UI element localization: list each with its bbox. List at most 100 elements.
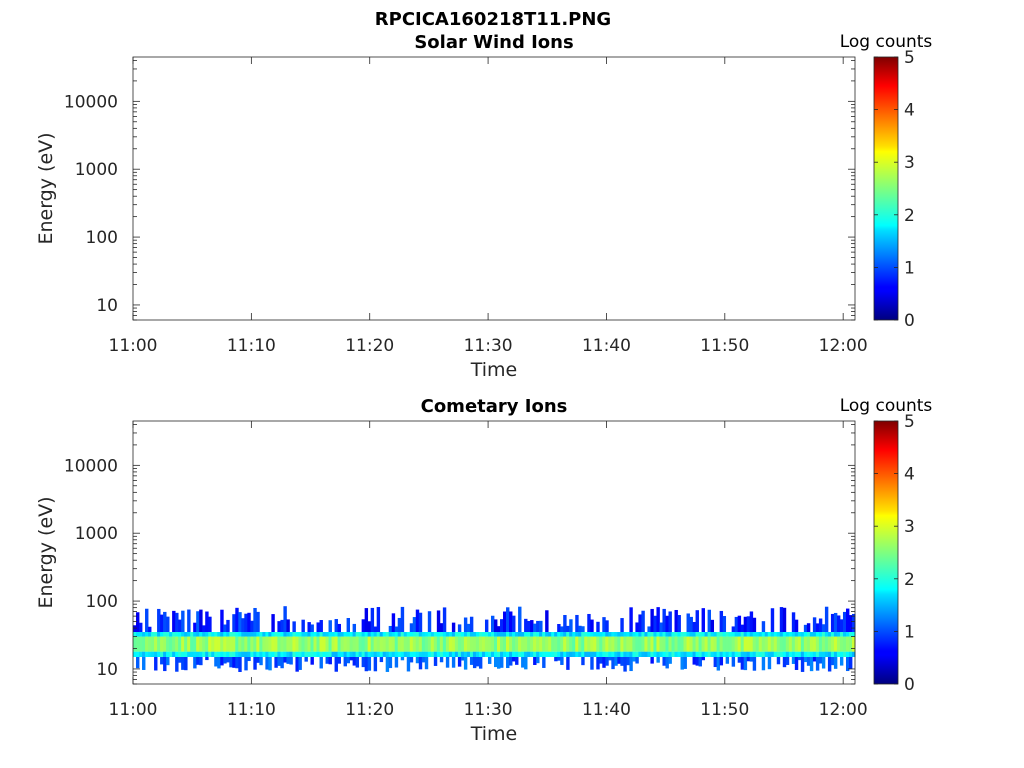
y-axis-label: Energy (eV) [35, 496, 57, 608]
band-cell [364, 632, 369, 637]
band-cell [746, 636, 751, 652]
band-cell [746, 651, 751, 657]
band-cell [680, 636, 684, 652]
band-cell [824, 636, 829, 652]
band-cell [746, 616, 751, 633]
band-cell [785, 656, 790, 665]
band-cell [154, 651, 158, 657]
band-cell [812, 617, 817, 633]
band-cell [539, 651, 543, 657]
band-cell [824, 606, 829, 633]
band-cell [815, 632, 820, 637]
band-cell [842, 636, 847, 652]
band-cell [436, 610, 441, 633]
band-cell [686, 632, 690, 637]
band-cell [575, 636, 579, 652]
band-cell [379, 651, 384, 657]
band-cell [812, 632, 817, 637]
band-cell [842, 651, 847, 657]
band-cell [346, 618, 350, 633]
band-cell [184, 651, 188, 657]
band-cell [490, 651, 495, 657]
band-cell [722, 632, 727, 637]
band-cell [187, 651, 191, 657]
band-cell [223, 656, 227, 664]
band-cell [274, 651, 278, 657]
band-cell [265, 651, 269, 657]
band-cell [695, 632, 699, 637]
band-cell [463, 656, 468, 670]
band-cell [632, 636, 636, 652]
band-cell [647, 626, 651, 633]
band-cell [328, 620, 332, 633]
band-cell [611, 651, 615, 657]
band-cell [430, 636, 435, 652]
band-cell [734, 651, 739, 657]
band-cell [259, 636, 263, 652]
band-cell [136, 632, 140, 637]
band-cell [773, 632, 778, 637]
band-cell [572, 632, 576, 637]
band-cell [214, 632, 218, 637]
band-cell [683, 651, 687, 657]
band-cell [235, 632, 239, 637]
band-cell [509, 632, 513, 637]
band-cell [358, 651, 363, 657]
band-cell [355, 636, 360, 652]
band-cell [671, 632, 675, 637]
band-cell [782, 651, 787, 657]
band-cell [202, 632, 206, 637]
band-cell [445, 651, 450, 657]
band-cell [536, 636, 540, 652]
band-cell [469, 656, 474, 665]
band-cell [175, 651, 179, 657]
band-cell [397, 632, 402, 637]
band-cell [692, 636, 696, 652]
band-cell [659, 632, 663, 637]
band-cell [695, 651, 699, 657]
band-cell [791, 651, 796, 657]
band-cell [457, 624, 462, 633]
band-cell [800, 651, 805, 657]
band-cell [620, 651, 624, 657]
band-cell [379, 636, 384, 652]
band-cell [701, 636, 705, 652]
band-cell [794, 651, 799, 657]
band-cell [247, 656, 251, 662]
band-cell [268, 632, 272, 637]
band-cell [220, 632, 224, 637]
band-cell [686, 613, 690, 633]
band-cell [500, 656, 504, 668]
band-cell [178, 619, 182, 633]
band-cell [716, 651, 721, 657]
band-cell [232, 651, 236, 657]
band-cell [310, 624, 314, 633]
band-cell [788, 636, 793, 652]
band-cell [193, 632, 197, 637]
band-cell [725, 632, 730, 637]
band-cell [250, 632, 254, 637]
band-cell [752, 651, 757, 657]
band-cell [469, 616, 474, 633]
band-cell [181, 636, 185, 652]
band-cell [436, 651, 441, 657]
band-cell [548, 636, 552, 652]
band-cell [142, 632, 146, 637]
band-cell [148, 632, 152, 637]
band-cell [674, 651, 678, 657]
band-cell [304, 651, 308, 657]
band-cell [749, 611, 754, 633]
band-cell [569, 651, 573, 657]
x-axis-label: Time [470, 359, 518, 381]
band-cell [301, 632, 305, 637]
band-cell [743, 632, 748, 637]
band-cell [226, 636, 230, 652]
band-cell [710, 632, 715, 637]
band-cell [226, 656, 230, 663]
band-cell [656, 636, 660, 652]
band-cell [698, 656, 702, 667]
band-cell [439, 656, 444, 663]
band-cell [728, 636, 733, 652]
band-cell [337, 632, 341, 637]
band-cell [749, 651, 754, 657]
